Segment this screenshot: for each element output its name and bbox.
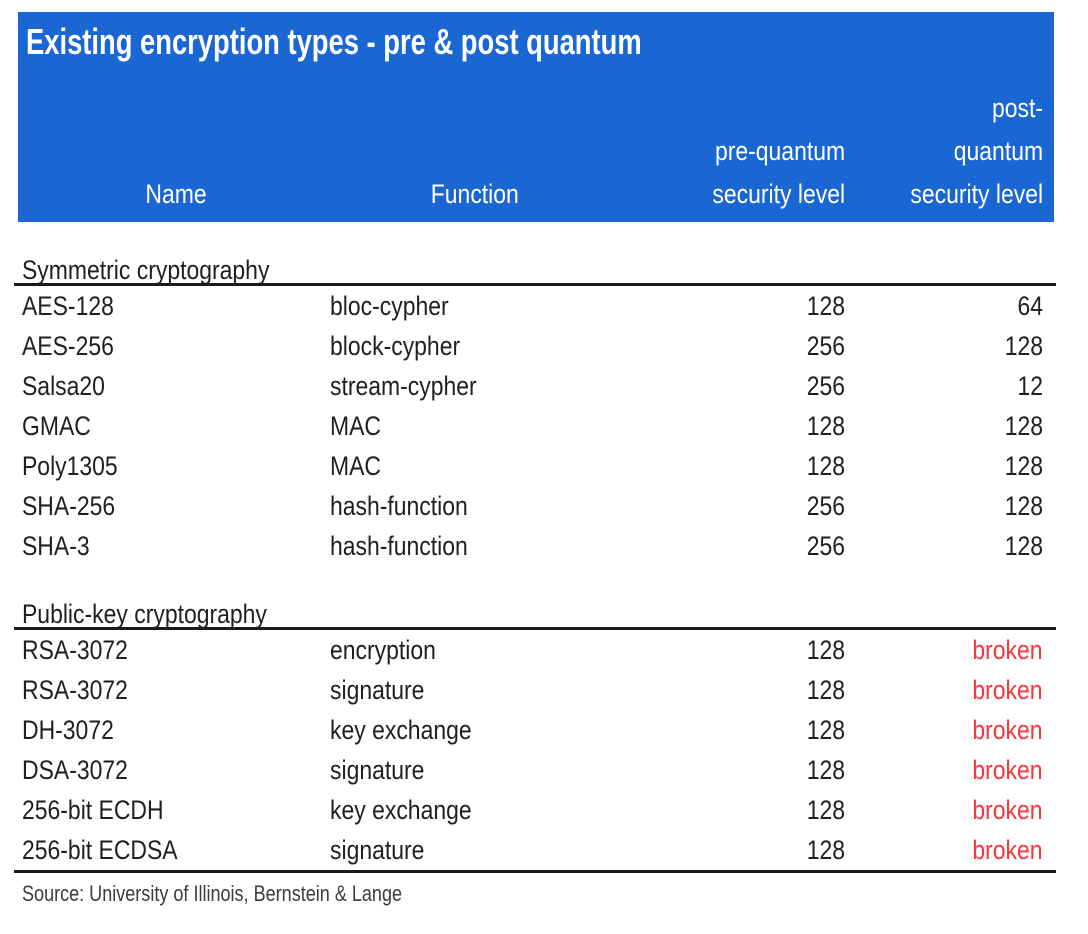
cell-function: hash-function — [330, 491, 468, 521]
cell-name: Poly1305 — [22, 451, 118, 481]
cell-name: Salsa20 — [22, 371, 105, 401]
cell-post-quantum-level: broken — [972, 795, 1043, 825]
table-row: AES-256 block-cypher 256 128 — [14, 326, 1056, 366]
chart-title-text: Existing encryption types - pre & post q… — [26, 21, 642, 62]
cell-name: SHA-3 — [22, 531, 90, 561]
cell-name: SHA-256 — [22, 491, 116, 521]
table-row: SHA-3 hash-function 256 128 — [14, 526, 1056, 566]
cell-name: AES-256 — [22, 331, 114, 361]
table-row: DSA-3072 signature 128 broken — [14, 750, 1056, 790]
cell-function: hash-function — [330, 531, 468, 561]
table-header-banner: Existing encryption types - pre & post q… — [18, 12, 1054, 222]
cell-post-quantum-level: 128 — [1004, 331, 1043, 361]
cell-pre-quantum-level: 128 — [806, 795, 845, 825]
cell-function: bloc-cypher — [330, 291, 449, 321]
table-row: 256-bit ECDH key exchange 128 broken — [14, 790, 1056, 830]
section-header-symmetric: Symmetric cryptography — [14, 248, 1056, 286]
column-header-function: Function — [430, 179, 520, 209]
cell-function: stream-cypher — [330, 371, 477, 401]
cell-pre-quantum-level: 256 — [806, 331, 845, 361]
cell-name: AES-128 — [22, 291, 114, 321]
table-row: SHA-256 hash-function 256 128 — [14, 486, 1056, 526]
cell-name: DH-3072 — [22, 715, 114, 745]
cell-pre-quantum-level: 128 — [806, 755, 845, 785]
chart-title: Existing encryption types - pre & post q… — [26, 20, 836, 64]
cell-post-quantum-level: 128 — [1004, 531, 1043, 561]
cell-function: key exchange — [330, 795, 472, 825]
cell-post-quantum-level: 64 — [1017, 291, 1043, 321]
cell-pre-quantum-level: 256 — [806, 371, 845, 401]
source-note: Source: University of Illinois, Bernstei… — [22, 881, 403, 906]
cell-function: key exchange — [330, 715, 472, 745]
encryption-table: Symmetric cryptography AES-128 bloc-cyph… — [14, 222, 1056, 909]
cell-name: 256-bit ECDH — [22, 795, 164, 825]
table-row: GMAC MAC 128 128 — [14, 406, 1056, 446]
cell-function: MAC — [330, 451, 381, 481]
cell-name: GMAC — [22, 411, 91, 441]
cell-pre-quantum-level: 256 — [806, 491, 845, 521]
cell-post-quantum-level: 12 — [1017, 371, 1043, 401]
cell-pre-quantum-level: 128 — [806, 715, 845, 745]
symmetric-rows: AES-128 bloc-cypher 128 64 AES-256 block… — [14, 286, 1056, 566]
table-row: RSA-3072 encryption 128 broken — [14, 630, 1056, 670]
cell-pre-quantum-level: 128 — [806, 635, 845, 665]
cell-function: signature — [330, 755, 425, 785]
cell-pre-quantum-level: 128 — [806, 675, 845, 705]
cell-pre-quantum-level: 128 — [806, 291, 845, 321]
cell-name: DSA-3072 — [22, 755, 128, 785]
cell-post-quantum-level: broken — [972, 835, 1043, 865]
public-key-rows: RSA-3072 encryption 128 broken RSA-3072 … — [14, 630, 1056, 873]
cell-post-quantum-level: 128 — [1004, 411, 1043, 441]
cell-post-quantum-level: broken — [972, 675, 1043, 705]
cell-post-quantum-level: broken — [972, 635, 1043, 665]
column-header-name: Name — [145, 179, 207, 209]
cell-name: RSA-3072 — [22, 635, 128, 665]
column-header-post-quantum: post- quantum security level — [910, 93, 1043, 209]
table-row: 256-bit ECDSA signature 128 broken — [14, 830, 1056, 870]
table-row: AES-128 bloc-cypher 128 64 — [14, 286, 1056, 326]
cell-post-quantum-level: 128 — [1004, 491, 1043, 521]
table-row: Poly1305 MAC 128 128 — [14, 446, 1056, 486]
column-headers: Name Function pre-quantum security level… — [22, 87, 1043, 216]
cell-post-quantum-level: 128 — [1004, 451, 1043, 481]
table-row: RSA-3072 signature 128 broken — [14, 670, 1056, 710]
cell-pre-quantum-level: 128 — [806, 411, 845, 441]
cell-pre-quantum-level: 256 — [806, 531, 845, 561]
table-row: Salsa20 stream-cypher 256 12 — [14, 366, 1056, 406]
section-header-public-key: Public-key cryptography — [14, 592, 1056, 630]
cell-post-quantum-level: broken — [972, 755, 1043, 785]
cell-function: signature — [330, 835, 425, 865]
cell-post-quantum-level: broken — [972, 715, 1043, 745]
cell-function: MAC — [330, 411, 381, 441]
cell-pre-quantum-level: 128 — [806, 451, 845, 481]
cell-function: signature — [330, 675, 425, 705]
cell-pre-quantum-level: 128 — [806, 835, 845, 865]
cell-name: RSA-3072 — [22, 675, 128, 705]
cell-name: 256-bit ECDSA — [22, 835, 178, 865]
cell-function: encryption — [330, 635, 436, 665]
cell-function: block-cypher — [330, 331, 461, 361]
column-header-pre-quantum: pre-quantum security level — [712, 136, 845, 209]
table-row: DH-3072 key exchange 128 broken — [14, 710, 1056, 750]
